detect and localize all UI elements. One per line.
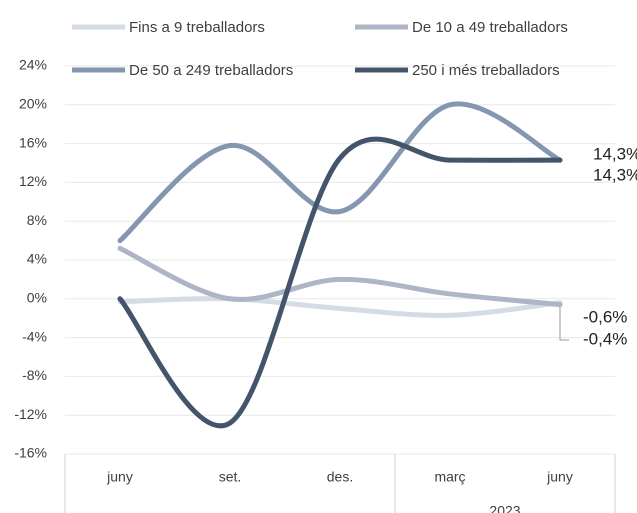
legend-label: 250 i més treballadors xyxy=(412,62,560,79)
y-tick-label: -8% xyxy=(22,367,47,383)
y-tick-label: 12% xyxy=(19,173,47,189)
value-label: 14,3% xyxy=(593,165,637,184)
y-tick-label: -16% xyxy=(14,445,47,461)
y-tick-label: 4% xyxy=(27,251,47,267)
x-tick-label: set. xyxy=(219,469,242,485)
legend-label: De 10 a 49 treballadors xyxy=(412,19,568,36)
legend-label: De 50 a 249 treballadors xyxy=(129,62,293,79)
y-tick-label: -12% xyxy=(14,406,47,422)
y-tick-label: 0% xyxy=(27,290,47,306)
series-line xyxy=(117,245,563,308)
series-line xyxy=(117,296,563,318)
legend-label: Fins a 9 treballadors xyxy=(129,19,265,36)
x-tick-label: juny xyxy=(546,469,573,485)
y-tick-label: -4% xyxy=(22,328,47,344)
x-tick-label: juny xyxy=(106,469,133,485)
y-tick-label: 8% xyxy=(27,212,47,228)
series-line xyxy=(117,101,563,244)
value-label: 14,3% xyxy=(593,144,637,163)
value-label: -0,6% xyxy=(583,307,627,326)
y-tick-label: 24% xyxy=(19,57,47,73)
x-tick-label: des. xyxy=(327,469,353,485)
y-tick-label: 20% xyxy=(19,96,47,112)
leader-line xyxy=(559,305,569,341)
value-label: -0,4% xyxy=(583,329,627,348)
x-group-label: 2023 xyxy=(489,503,520,513)
y-tick-label: 16% xyxy=(19,134,47,150)
series-line xyxy=(117,136,563,429)
x-tick-label: març xyxy=(434,469,465,485)
